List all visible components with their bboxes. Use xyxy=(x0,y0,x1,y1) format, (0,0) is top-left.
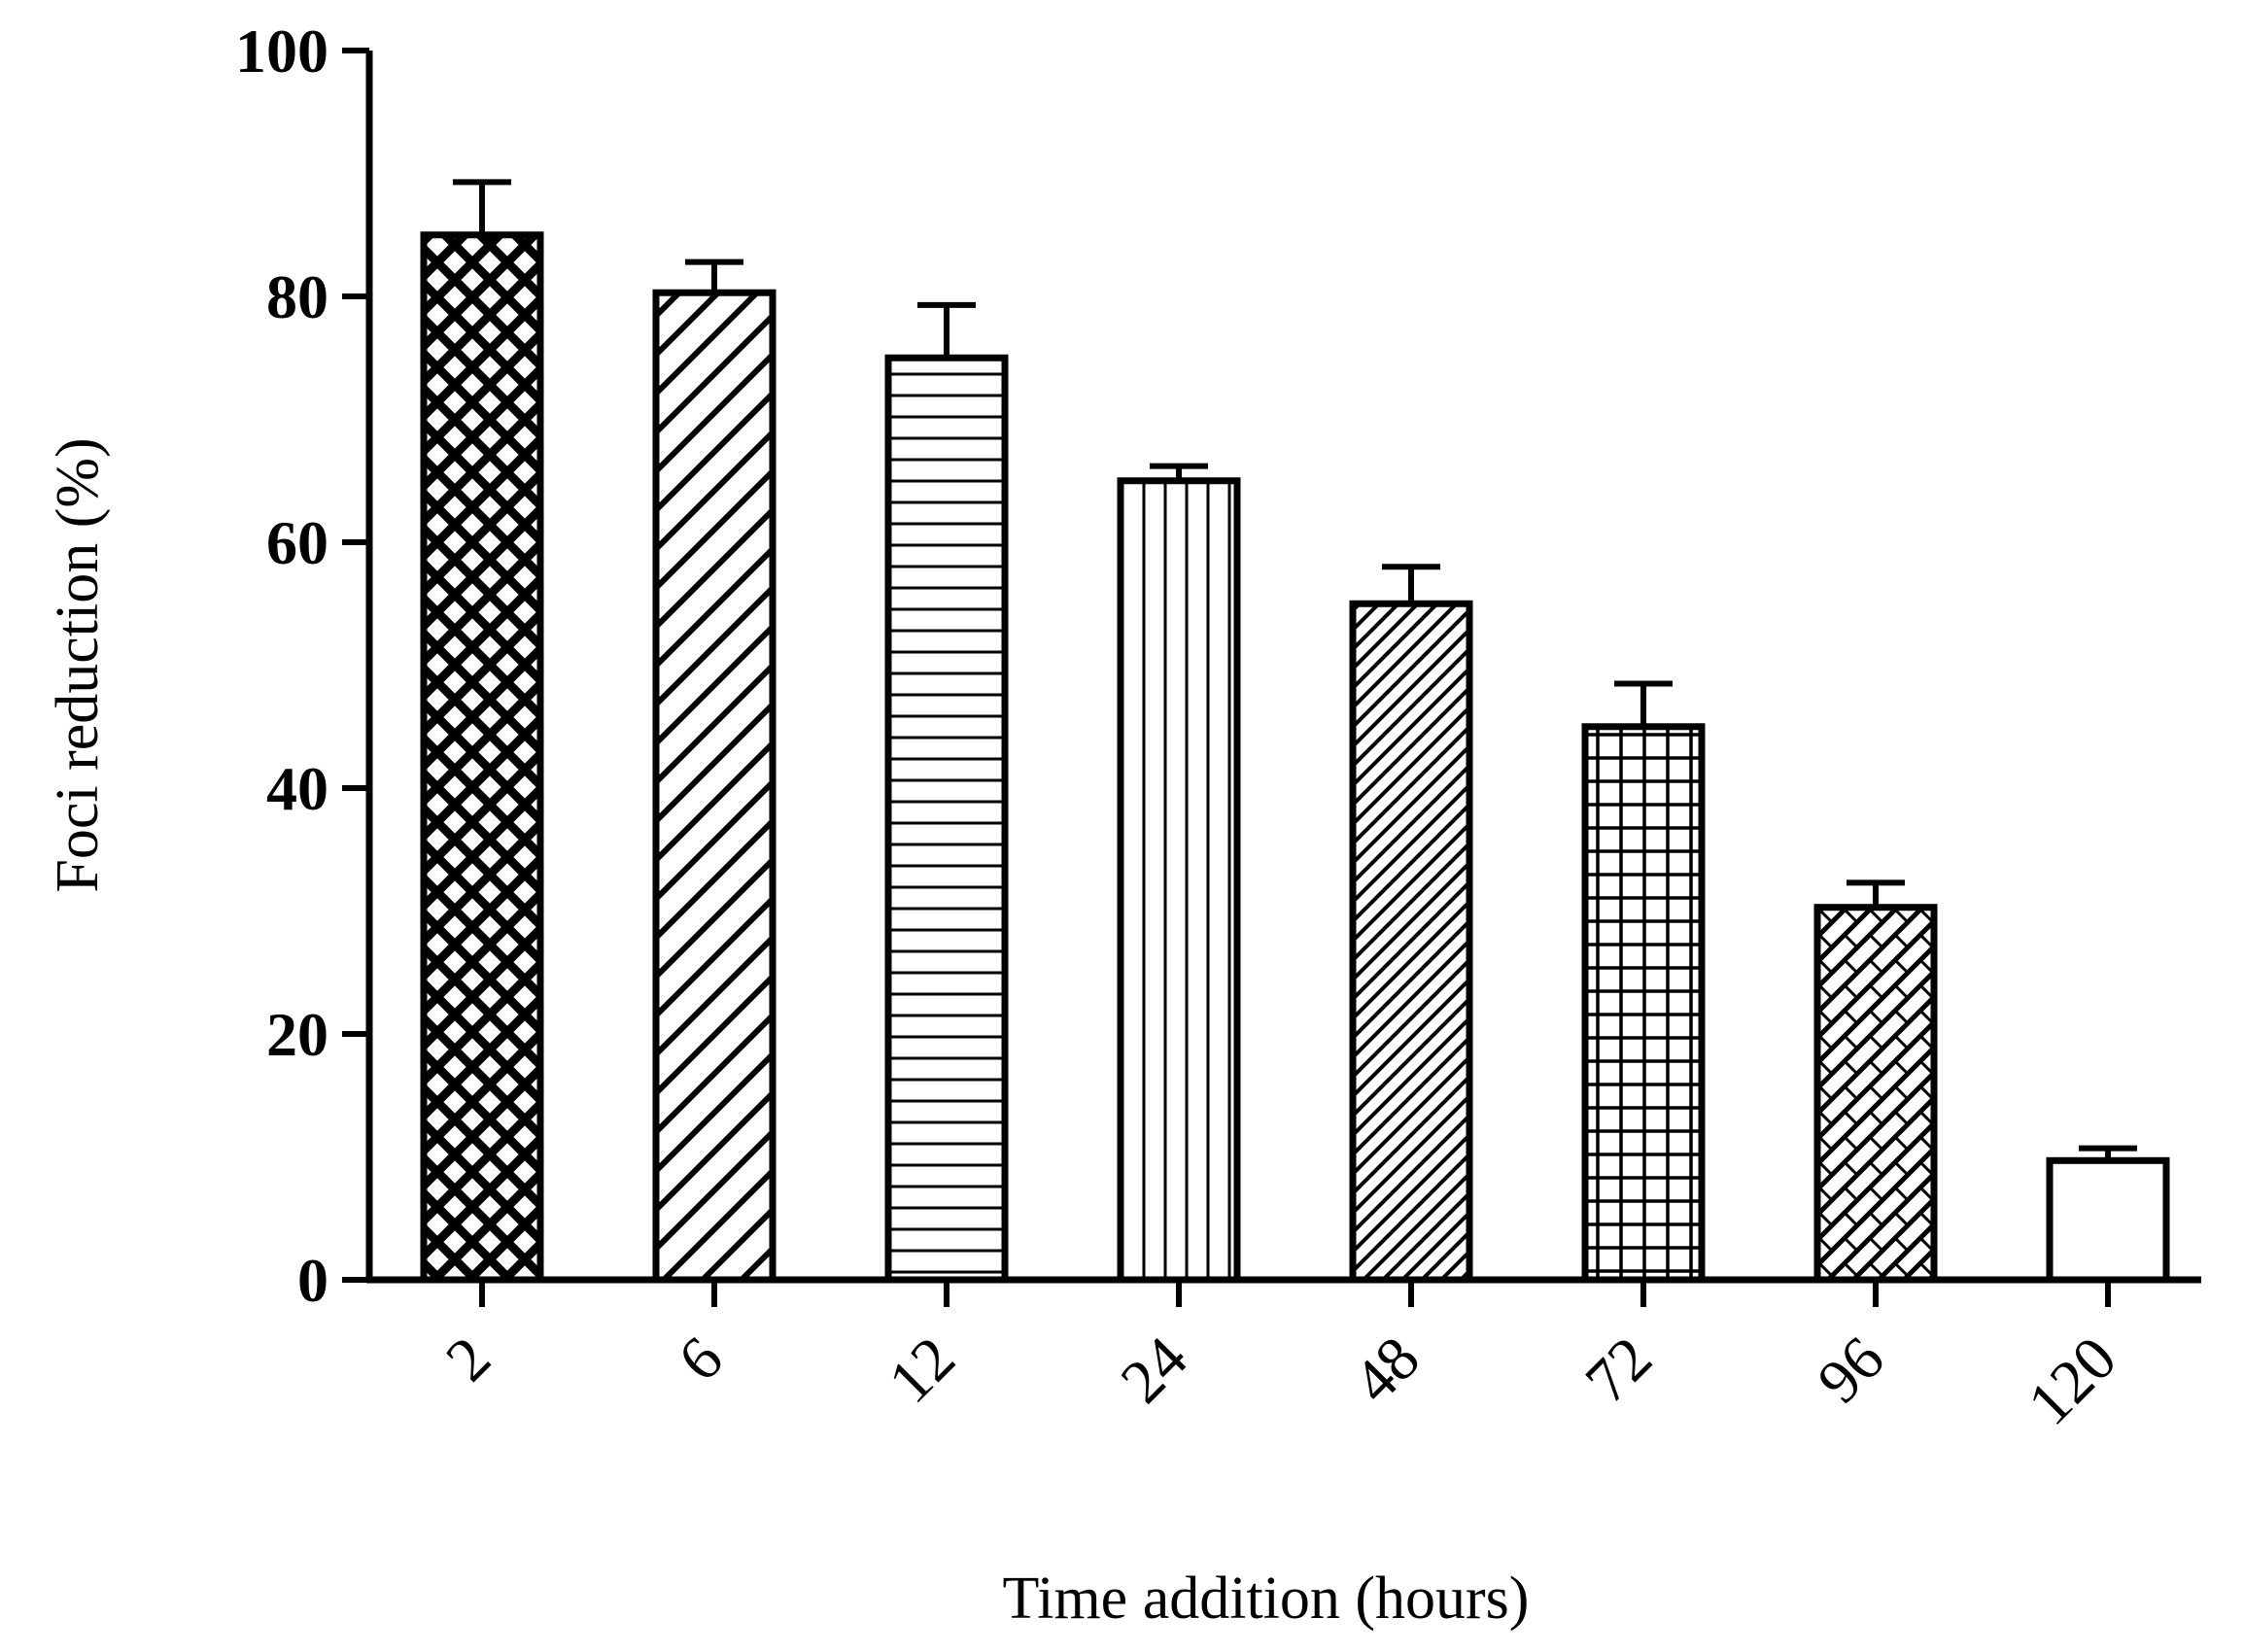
y-tick-label: 100 xyxy=(235,17,328,86)
bar-96 xyxy=(1813,904,1938,1284)
bar-48 xyxy=(1349,600,1473,1284)
bar-72 xyxy=(1581,723,1706,1284)
bar-24 xyxy=(1117,477,1241,1284)
x-tick-label: 48 xyxy=(1339,1324,1432,1416)
bar-12 xyxy=(884,354,1009,1284)
x-tick-label: 120 xyxy=(2015,1324,2129,1438)
y-tick-label: 40 xyxy=(266,754,328,823)
bar-120 xyxy=(2046,1156,2170,1284)
bars xyxy=(420,179,2170,1284)
x-tick-label: 96 xyxy=(1804,1324,1896,1416)
y-tick-label: 80 xyxy=(266,262,328,331)
bar-6 xyxy=(652,289,777,1284)
x-tick-label: 6 xyxy=(665,1324,736,1394)
x-tick-label: 2 xyxy=(432,1324,503,1394)
bar-2 xyxy=(420,231,544,1284)
x-tick-label: 12 xyxy=(875,1324,967,1416)
y-tick-label: 0 xyxy=(297,1246,328,1315)
x-tick-label: 24 xyxy=(1107,1324,1199,1416)
y-tick-label: 20 xyxy=(266,1000,328,1069)
x-axis-title: Time addition (hours) xyxy=(1003,1566,1530,1632)
labels: 0 20 40 60 80 100 2 6 12 24 48 72 96 120 Time addition… xyxy=(45,17,2129,1632)
y-tick-label: 60 xyxy=(266,508,328,577)
y-axis-title: Foci reduction (%) xyxy=(45,437,111,892)
x-tick-label: 72 xyxy=(1571,1324,1664,1416)
